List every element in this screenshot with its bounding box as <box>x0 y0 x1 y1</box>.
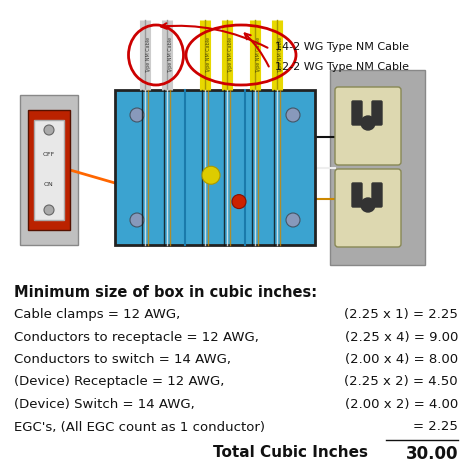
Text: (Device) Receptacle = 12 AWG,: (Device) Receptacle = 12 AWG, <box>14 375 224 389</box>
FancyBboxPatch shape <box>20 95 78 245</box>
FancyBboxPatch shape <box>372 101 382 125</box>
Text: (2.25 x 4) = 9.00: (2.25 x 4) = 9.00 <box>345 330 458 344</box>
FancyBboxPatch shape <box>115 90 315 245</box>
FancyBboxPatch shape <box>28 110 70 230</box>
FancyBboxPatch shape <box>335 87 401 165</box>
Text: EGC's, (All EGC count as 1 conductor): EGC's, (All EGC count as 1 conductor) <box>14 420 265 434</box>
Circle shape <box>286 108 300 122</box>
Circle shape <box>361 116 375 130</box>
FancyBboxPatch shape <box>352 183 362 207</box>
Text: (2.00 x 4) = 8.00: (2.00 x 4) = 8.00 <box>345 353 458 366</box>
FancyBboxPatch shape <box>335 169 401 247</box>
Text: 14-2 WG Type NM Cable: 14-2 WG Type NM Cable <box>275 42 409 52</box>
FancyBboxPatch shape <box>352 101 362 125</box>
Circle shape <box>232 195 246 209</box>
Text: (2.25 x 1) = 2.25: (2.25 x 1) = 2.25 <box>344 308 458 321</box>
Circle shape <box>130 108 144 122</box>
Circle shape <box>130 213 144 227</box>
Text: Type NM Cable: Type NM Cable <box>168 37 173 73</box>
FancyBboxPatch shape <box>330 70 425 265</box>
Text: Type NM Cable: Type NM Cable <box>278 37 283 73</box>
Text: Total Cubic Inches: Total Cubic Inches <box>213 445 368 460</box>
Text: Cable clamps = 12 AWG,: Cable clamps = 12 AWG, <box>14 308 180 321</box>
Circle shape <box>44 205 54 215</box>
Text: (2.25 x 2) = 4.50: (2.25 x 2) = 4.50 <box>345 375 458 389</box>
FancyBboxPatch shape <box>372 183 382 207</box>
FancyBboxPatch shape <box>34 120 64 220</box>
Text: Type NM Cable: Type NM Cable <box>146 37 151 73</box>
Text: Type NM Cable: Type NM Cable <box>206 37 211 73</box>
Text: Minimum size of box in cubic inches:: Minimum size of box in cubic inches: <box>14 285 317 300</box>
Circle shape <box>286 213 300 227</box>
Circle shape <box>202 166 220 184</box>
Text: 30.00: 30.00 <box>405 445 458 463</box>
Text: Conductors to receptacle = 12 AWG,: Conductors to receptacle = 12 AWG, <box>14 330 259 344</box>
Text: Type NM Cable: Type NM Cable <box>228 37 233 73</box>
Circle shape <box>361 198 375 212</box>
Text: ON: ON <box>44 182 54 188</box>
Text: Type NM Cable: Type NM Cable <box>256 37 261 73</box>
Text: = 2.25: = 2.25 <box>413 420 458 434</box>
Text: (Device) Switch = 14 AWG,: (Device) Switch = 14 AWG, <box>14 398 195 411</box>
Text: Conductors to switch = 14 AWG,: Conductors to switch = 14 AWG, <box>14 353 231 366</box>
Circle shape <box>44 125 54 135</box>
Text: 12-2 WG Type NM Cable: 12-2 WG Type NM Cable <box>275 62 409 72</box>
Text: OFF: OFF <box>43 153 55 157</box>
Text: (2.00 x 2) = 4.00: (2.00 x 2) = 4.00 <box>345 398 458 411</box>
